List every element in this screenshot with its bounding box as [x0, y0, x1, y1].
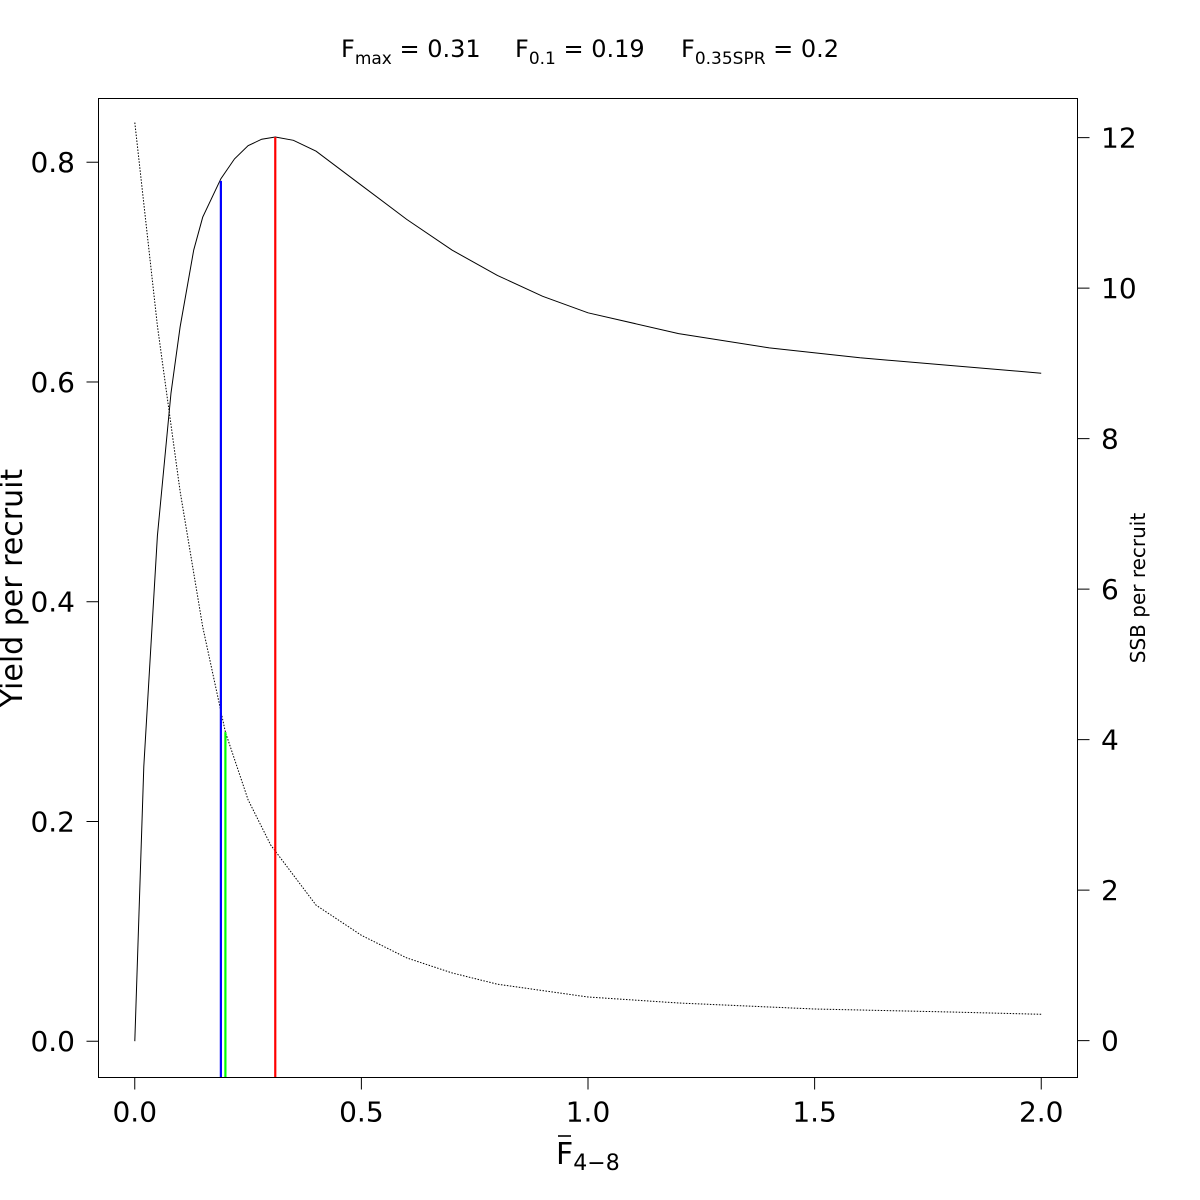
- yield-per-recruit-line: [134, 136, 1042, 1042]
- y-tick-label: 0.4: [30, 586, 75, 619]
- y2-tick-label: 8: [1101, 423, 1119, 456]
- x-label-text: F4−8: [556, 1137, 620, 1176]
- y2-tick-label: 2: [1101, 874, 1119, 907]
- x-axis-label: F4−8: [556, 1135, 620, 1176]
- y-tick-label: 0.2: [30, 805, 75, 838]
- x-axis: 0.0 0.5 1.0 1.5 2.0: [112, 1077, 1064, 1129]
- y-tick-label: 0.0: [30, 1025, 75, 1058]
- title-fspr: F0.35SPR = 0.2: [681, 35, 839, 69]
- x-tick-label: 0.5: [339, 1096, 384, 1129]
- chart-title: Fmax = 0.31 F0.1 = 0.19 F0.35SPR = 0.2: [341, 35, 839, 69]
- plot-layer: [134, 122, 1042, 1078]
- y-axis-left: 0.0 0.2 0.4 0.6 0.8: [30, 146, 99, 1058]
- x-tick-label: 2.0: [1019, 1096, 1064, 1129]
- y-tick-label: 0.8: [30, 146, 75, 179]
- y-axis-label: Yield per recruit: [0, 469, 30, 709]
- y-axis-right: 0 2 4 6 8 10 12: [1077, 122, 1137, 1058]
- y2-tick-label: 12: [1101, 122, 1137, 155]
- ssb-per-recruit-line: [134, 122, 1042, 1015]
- y2-tick-label: 4: [1101, 724, 1119, 757]
- x-tick-label: 1.0: [566, 1096, 611, 1129]
- x-tick-label: 1.5: [792, 1096, 837, 1129]
- x-tick-label: 0.0: [112, 1096, 157, 1129]
- y2-tick-label: 10: [1101, 272, 1137, 305]
- plot-frame: [98, 98, 1078, 1078]
- title-f01: F0.1 = 0.19: [515, 35, 645, 69]
- y2-axis-label: SSB per recruit: [1126, 513, 1150, 664]
- y2-tick-label: 0: [1101, 1025, 1119, 1058]
- title-fmax: Fmax = 0.31: [341, 35, 481, 69]
- y-tick-label: 0.6: [30, 366, 75, 399]
- y2-tick-label: 6: [1101, 573, 1119, 606]
